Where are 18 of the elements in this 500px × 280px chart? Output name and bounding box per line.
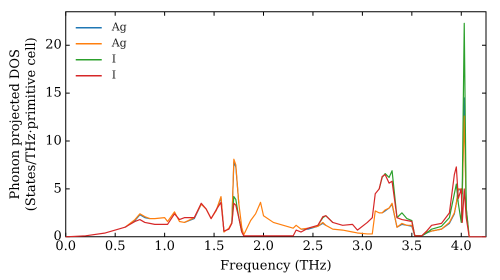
legend-label: Ag — [110, 20, 127, 34]
legend-label: I — [112, 52, 116, 66]
y-tick-label: 15 — [45, 86, 62, 101]
x-tick-label: 2.5 — [302, 238, 324, 254]
x-tick-label: 0.5 — [104, 238, 126, 254]
y-tick-label: 5 — [53, 181, 62, 196]
x-tick-label: 3.0 — [352, 238, 373, 254]
x-axis-title: Frequency (THz) — [220, 258, 332, 274]
x-tick-label: 4.0 — [450, 238, 472, 254]
legend-label: I — [112, 68, 116, 82]
x-tick-label: 3.5 — [401, 238, 422, 254]
y-tick-label: 20 — [45, 38, 62, 53]
y-axis-title: Phonon projected DOS (States/THz·primitive cell) — [8, 37, 39, 212]
legend-label: Ag — [110, 36, 127, 50]
x-tick-label: 2.0 — [253, 238, 274, 254]
x-tick-label: 1.0 — [154, 238, 175, 254]
y-tick-label: 10 — [45, 133, 62, 148]
x-tick-label: 1.5 — [204, 238, 224, 254]
